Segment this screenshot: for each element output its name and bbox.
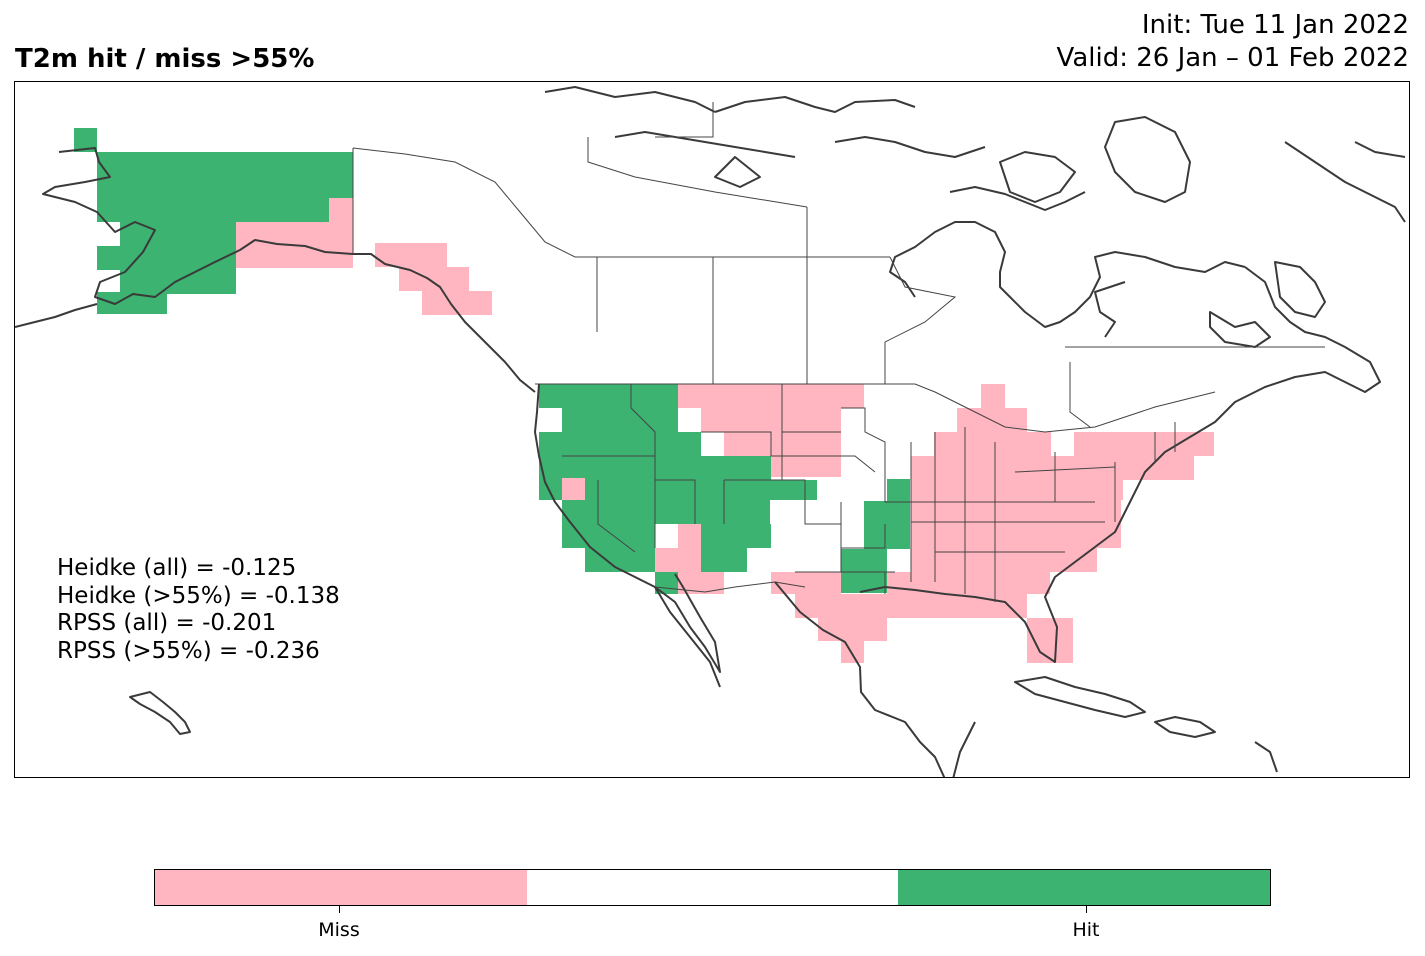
miss-cell [701,408,841,432]
hit-cell [539,384,678,408]
hit-cell [864,501,910,525]
colorbar-hit-segment [898,870,1271,905]
hit-cells [74,128,910,594]
hit-cell [562,408,678,432]
hit-cell [562,500,770,524]
hit-cell [120,270,236,294]
hit-cell [539,480,562,500]
miss-cell [771,456,841,477]
miss-cell [841,641,864,663]
miss-cell [795,594,887,618]
political-borders [352,102,1325,602]
skill-scores: Heidke (all) = -0.125 Heidke (>55%) = -0… [57,555,340,665]
init-date: Init: Tue 11 Jan 2022 [1141,10,1409,40]
colorbar-neutral-segment [526,870,899,905]
hit-cell [701,548,747,572]
miss-cell [887,572,1050,594]
miss-cell [678,384,864,408]
heidke-all: Heidke (all) = -0.125 [57,555,297,581]
hit-cell [562,524,655,548]
hit-cell [97,292,167,314]
colorbar-tick-hit [1086,906,1087,913]
coastlines [15,86,1406,777]
rpss-all: RPSS (all) = -0.201 [57,610,277,636]
miss-cell [911,500,1121,524]
miss-cell [1027,618,1073,641]
miss-cell [818,618,887,641]
hit-cell [97,198,329,222]
miss-cell [911,480,1123,500]
colorbar-miss-segment [155,870,527,905]
hit-cell [539,432,701,456]
hit-cell [97,152,353,198]
hit-cell [887,479,910,501]
valid-period: Valid: 26 Jan – 01 Feb 2022 [1056,43,1409,73]
colorbar-label-hit: Hit [1072,919,1100,941]
colorbar-label-miss: Miss [318,919,360,941]
miss-cell [1027,641,1073,663]
miss-cell [771,572,841,594]
colorbar [154,869,1271,906]
rpss-55: RPSS (>55%) = -0.236 [57,637,320,664]
heidke-55: Heidke (>55%) = -0.138 [57,582,340,609]
miss-cell [655,548,701,572]
hit-cell [585,480,817,500]
miss-cells [236,198,1214,663]
map-panel [14,81,1410,778]
colorbar-tick-miss [339,906,340,913]
miss-cell [887,594,1027,618]
miss-cell [678,572,724,594]
hit-cell [74,128,97,152]
hit-cell [97,246,236,270]
miss-cell [934,432,1051,456]
miss-cell [329,198,353,222]
hit-cell [864,525,910,549]
miss-cell [678,524,701,548]
miss-cell [911,524,1121,548]
miss-cell [981,384,1005,408]
miss-cell [911,456,1194,480]
map-canvas [15,86,1406,777]
hit-cell [841,549,887,593]
miss-cell [562,478,585,500]
hit-cell [120,222,236,246]
map-title: T2m hit / miss >55% [15,44,315,74]
hit-cell [701,524,771,548]
miss-cell [375,243,447,267]
